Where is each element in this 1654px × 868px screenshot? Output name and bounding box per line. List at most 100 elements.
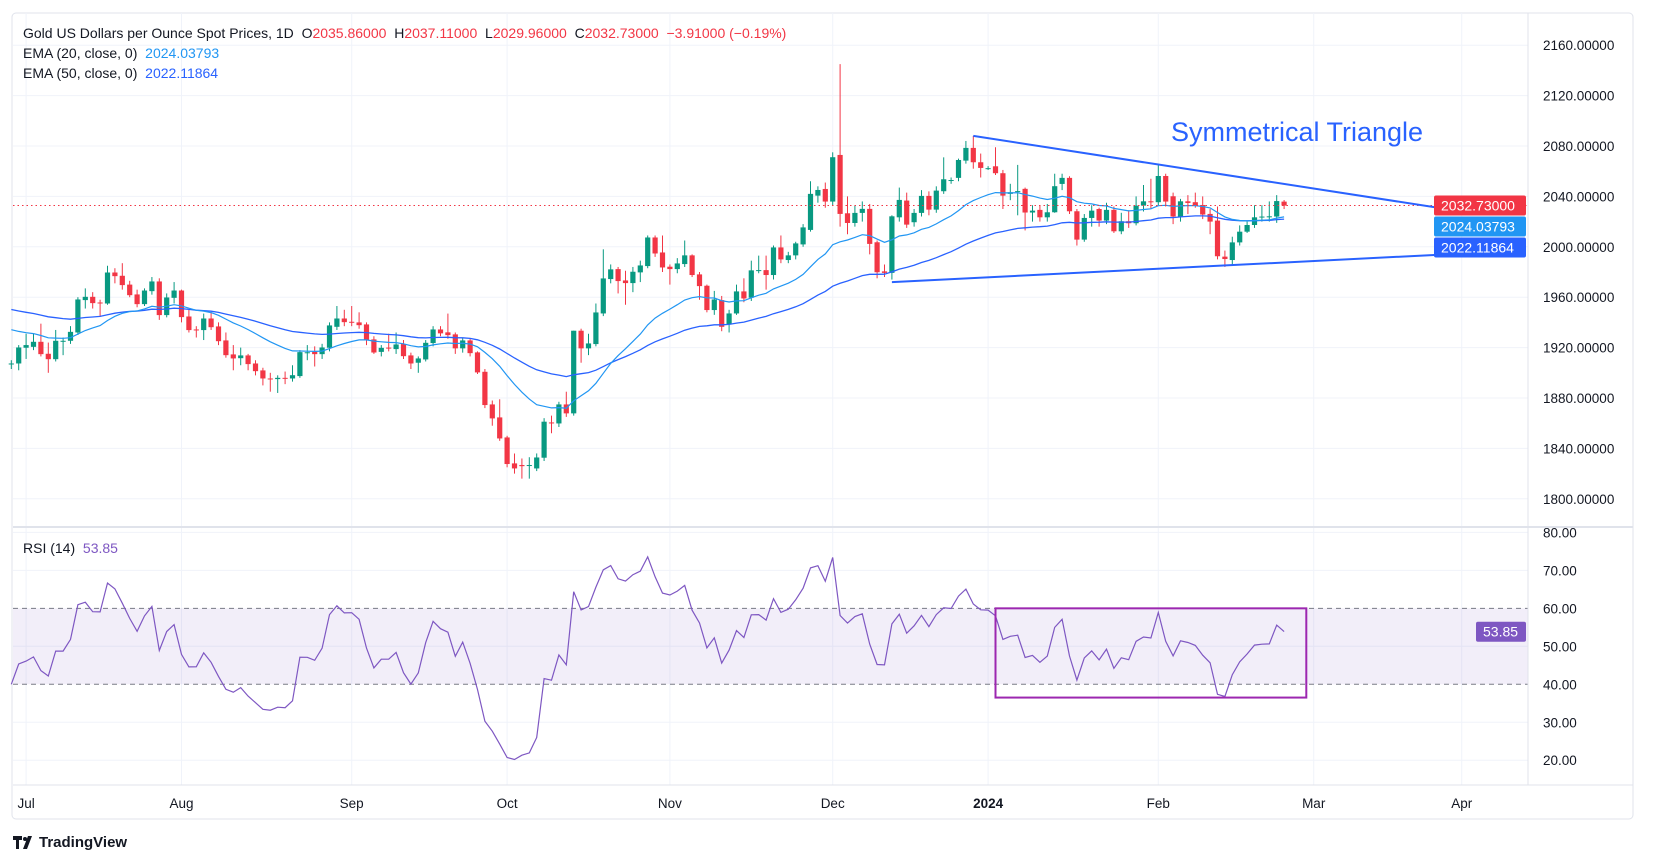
candle-body [127,284,133,296]
rsi-range-box[interactable] [994,607,1308,699]
price-tick-label: 1920.00000 [1543,341,1614,356]
trendline-upper[interactable] [973,134,1455,212]
candle-body [763,270,769,276]
candle-body [719,300,725,327]
candle [252,360,259,376]
last-price-tag-bg [1434,195,1526,216]
candle-body [1229,242,1235,261]
time-tick-label: Aug [169,796,193,811]
candle [941,157,947,194]
candle [800,224,806,247]
candle-body [615,269,621,282]
candle-body [689,255,695,276]
candle-body [1059,177,1065,184]
candle-body [955,159,962,178]
candle [1229,236,1235,266]
candle-body [667,266,673,270]
candle-body [830,157,836,202]
candle-body [756,270,762,272]
candle [16,345,22,371]
candle [711,290,717,315]
candle-body [452,334,458,349]
candle [97,299,103,317]
time-tick-label: 2024 [973,796,1004,811]
candle [630,266,636,293]
candle-body [1015,191,1021,193]
candle-body [504,437,510,465]
candle [112,268,118,284]
candle [1111,206,1117,233]
candle [45,342,51,373]
candle [230,345,236,371]
price-tick-label: 1880.00000 [1543,391,1614,406]
candle-body [437,329,444,334]
candle-body [941,179,947,192]
candle-body [67,331,74,341]
price-axis[interactable]: 2160.00000 2120.00000 2080.00000 2040.00000… [1543,38,1614,507]
candle [482,369,488,409]
trendline-lower[interactable] [891,253,1447,284]
candle [600,249,606,317]
candle-body [104,272,111,304]
tradingview-logo[interactable]: TradingView [13,834,127,851]
candle-body [341,318,347,323]
candle [704,284,710,313]
rsi-legend[interactable]: RSI (14) 53.85 [23,540,118,556]
candle-body [8,363,14,365]
ema50-legend[interactable]: EMA (50, close, 0) 2022.11864 [23,65,219,81]
candle [874,240,880,279]
candle [859,201,865,222]
candle-body [674,263,680,270]
candle [349,306,355,327]
candle [1155,164,1161,206]
symmetrical-triangle-label[interactable]: Symmetrical Triangle [1171,117,1423,147]
candle-body [800,227,806,245]
candle-body [467,340,473,354]
candle-body [289,375,296,379]
ema20-price-tag: 2024.03793 [1441,219,1515,235]
candle [526,457,532,479]
candle-body [1266,216,1272,218]
candle [741,278,747,303]
time-axis[interactable]: Jul Aug Sep Oct Nov Dec 2024 Feb Mar Apr [17,796,1472,811]
candle [593,303,599,347]
candle [1177,198,1184,222]
candle [844,196,851,235]
candle-body [652,237,658,254]
candle-body [75,299,81,333]
candle-body [178,290,185,318]
candle-body [822,188,828,202]
candle-body [519,465,525,467]
candle [1096,207,1102,227]
candle [889,215,895,280]
candle-body [149,281,155,292]
candle-body [918,195,925,213]
candle-body [815,189,821,196]
rsi-axis[interactable]: 80.00 70.00 60.00 50.00 40.00 30.00 20.00 [1543,525,1577,768]
ema50-price-tag: 2022.11864 [1441,240,1514,256]
candle [400,340,407,359]
candle [608,264,614,284]
candle [1074,209,1080,246]
candle [689,254,695,278]
candle-body [245,355,251,365]
candle [1029,205,1036,222]
candle [933,186,939,213]
rsi-value: 53.85 [82,540,118,556]
candle-body [748,270,754,298]
candle-body [770,247,777,276]
candle-body [423,342,429,360]
candle-body [1222,256,1228,260]
candle [674,258,680,274]
ema20-legend[interactable]: EMA (20, close, 0) 2024.03793 [23,45,220,61]
candle [659,235,666,272]
candle [437,326,444,337]
ema50-line [11,215,1285,378]
candle-body [1044,212,1050,218]
ema20-price-tag-bg [1434,216,1526,237]
price-tick-label: 2080.00000 [1543,139,1614,154]
candle [896,187,902,222]
trendlines[interactable] [891,134,1455,284]
rsi-line [10,555,1285,761]
